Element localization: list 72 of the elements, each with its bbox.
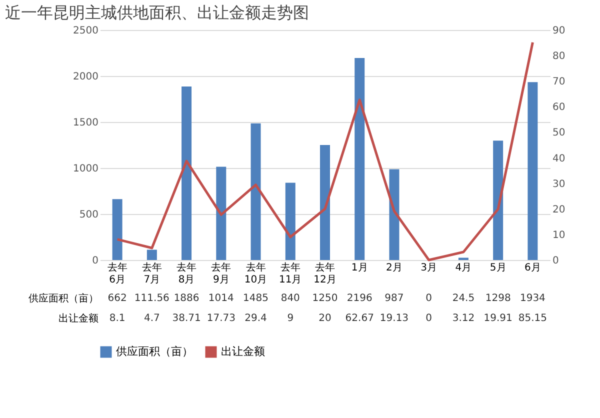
x-tick-label: 6月 [524,262,541,274]
text: 供应面积（亩） [28,294,98,304]
x-tick-label: 去年12月 [314,262,336,286]
y-tick-label: 1000 [73,164,98,174]
data-label: 111.56 [134,293,170,304]
x-tick-label: 去年10月 [244,262,268,286]
y-tick-label: 2000 [73,72,98,82]
data-label: 0 [426,293,432,304]
data-label: 38.71 [172,313,201,324]
data-label: 20 [318,313,332,324]
bar [146,250,157,260]
data-label: 1250 [312,293,338,304]
bar [250,123,261,260]
data-label: 1934 [520,293,546,304]
bar [216,166,226,260]
x-tick-label: 去年7月 [142,262,162,286]
data-label: 9 [287,313,294,324]
y-tick-label: 500 [79,210,98,220]
bar [493,140,504,260]
legend-label: 供应面积（亩） [116,345,193,358]
data-label: 29.4 [244,313,267,324]
data-label: 19.91 [484,313,512,324]
y2-tick-label: 20 [552,204,566,216]
data-label: 3.12 [452,313,475,324]
x-tick-label: 去年6月 [107,262,128,286]
bar [528,82,538,260]
bar [320,145,330,260]
data-label: 840 [280,293,300,304]
x-tick-label: 4月 [455,262,472,274]
bar [112,199,122,260]
x-tick-label: 去年9月 [211,262,232,286]
data-label: 987 [384,293,404,304]
x-tick-label: 3月 [420,262,438,274]
data-label: 1014 [208,293,234,304]
data-label: 24.5 [452,293,475,304]
bar [389,169,400,260]
data-label: 8.1 [109,313,126,324]
bar [354,58,365,260]
data-label: 85.15 [518,313,548,324]
data-label: 2196 [346,293,372,304]
y-tick-label: 0 [92,256,98,266]
y2-tick-label: 90 [552,26,566,36]
y2-tick-label: 50 [552,128,566,139]
y2-tick-label: 60 [552,102,566,114]
data-label: 662 [108,293,127,304]
data-label: 19.13 [380,313,409,324]
y2-tick-label: 0 [552,256,559,266]
x-tick-label: 1月 [351,262,368,274]
text: 出让金额 [58,314,98,324]
data-label: 0 [426,313,432,324]
data-label: 62.67 [345,313,374,324]
y-tick-label: 2500 [73,26,98,36]
y2-tick-label: 10 [552,230,566,241]
x-tick-label: 去年8月 [176,262,197,286]
legend-label: 出让金额 [221,345,265,358]
y2-tick-label: 40 [552,153,566,164]
data-label: 17.73 [206,313,236,324]
y2-tick-label: 70 [552,76,566,88]
y2-tick-label: 30 [552,178,566,190]
bar [285,182,296,260]
chart-title: 近一年昆明主城供地面积、出让金额走势图 [5,3,309,22]
y-tick-label: 1500 [73,118,98,128]
line-series [116,41,534,262]
x-tick-label: 2月 [386,262,402,274]
x-tick-label: 去年11月 [279,262,302,286]
data-label: 1886 [174,293,200,304]
bar [182,86,192,260]
data-label: 1298 [485,293,511,304]
y2-tick-label: 80 [552,51,566,62]
data-label: 1485 [243,293,268,304]
data-label: 4.7 [144,313,160,324]
x-tick-label: 5月 [490,262,506,274]
